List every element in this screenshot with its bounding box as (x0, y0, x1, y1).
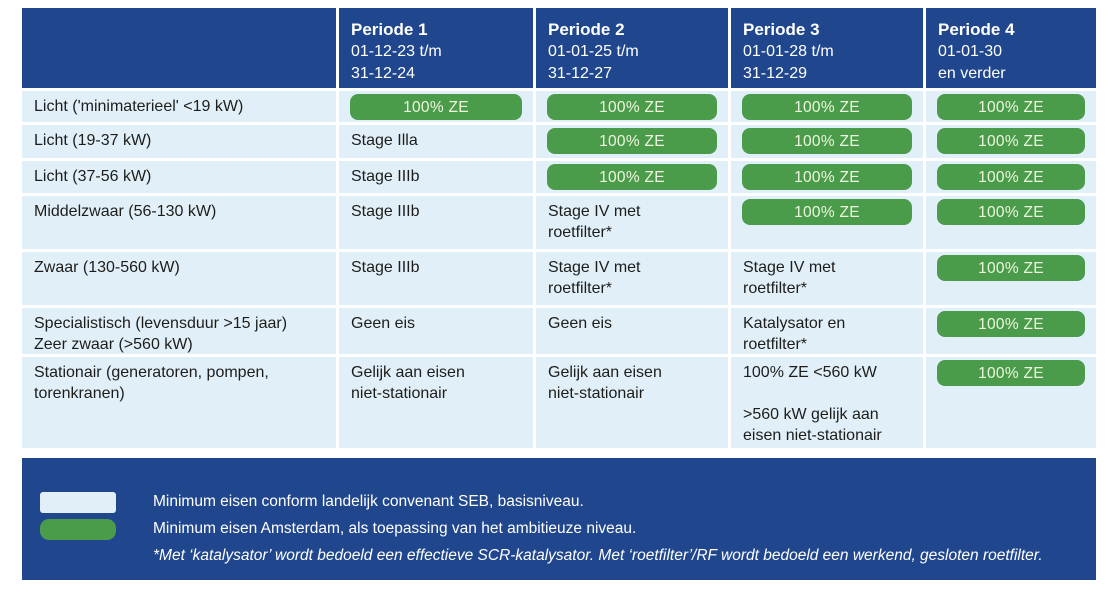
legend-item-basisniveau: Minimum eisen conform landelijk convenan… (40, 491, 1078, 513)
ze-badge: 100% ZE (937, 255, 1085, 281)
cell-r2-p2: 100% ZE (536, 125, 728, 158)
emission-requirements-table: Periode 1 01-12-23 t/m 31-12-24 Periode … (22, 8, 1096, 448)
cell-r2-p4: 100% ZE (926, 125, 1096, 158)
legend-footnote-row: *Met ‘katalysator’ wordt bedoeld een eff… (40, 545, 1078, 567)
ze-badge: 100% ZE (742, 128, 912, 154)
periode-3-title: Periode 3 (743, 20, 820, 39)
legend-item-ambitieniveau: Minimum eisen Amsterdam, als toepassing … (40, 518, 1078, 540)
periode-2-title: Periode 2 (548, 20, 625, 39)
cell-r1-p3: 100% ZE (731, 91, 923, 122)
ze-badge: 100% ZE (742, 199, 912, 225)
cell-r3-p4: 100% ZE (926, 161, 1096, 193)
row-label-licht-minimaterieel: Licht ('minimaterieel' <19 kW) (22, 91, 336, 122)
row-label-licht-19-37: Licht (19-37 kW) (22, 125, 336, 158)
ze-badge: 100% ZE (547, 128, 717, 154)
ambitieniveau-swatch (40, 518, 116, 540)
legend-ambitieniveau-text: Minimum eisen Amsterdam, als toepassing … (153, 520, 637, 537)
cell-r1-p2: 100% ZE (536, 91, 728, 122)
periode-4-title: Periode 4 (938, 20, 1015, 39)
header-periode-3: Periode 3 01-01-28 t/m 31-12-29 (731, 8, 923, 88)
legend-basisniveau-text: Minimum eisen conform landelijk convenan… (153, 493, 584, 510)
ze-badge: 100% ZE (350, 94, 522, 120)
ze-badge: 100% ZE (937, 311, 1085, 337)
cell-r5-p3: Stage IV met roetfilter* (731, 252, 923, 305)
cell-r5-p4: 100% ZE (926, 252, 1096, 305)
cell-r7-p3: 100% ZE <560 kW >560 kW gelijk aan eisen… (731, 357, 923, 448)
ze-badge: 100% ZE (937, 128, 1085, 154)
periode-2-range-end: 31-12-27 (548, 65, 613, 82)
ze-badge: 100% ZE (742, 94, 912, 120)
cell-r4-p1: Stage IIIb (339, 196, 533, 249)
periode-4-range-start: 01-01-30 (938, 43, 1003, 60)
cell-r7-p2: Gelijk aan eisen niet-stationair (536, 357, 728, 448)
ze-badge: 100% ZE (937, 199, 1085, 225)
periode-3-range-start: 01-01-28 t/m (743, 43, 834, 60)
basisniveau-swatch (40, 491, 116, 513)
legend-panel: Minimum eisen conform landelijk convenan… (22, 458, 1096, 580)
row-label-stationair: Stationair (generatoren, pompen, torenkr… (22, 357, 336, 448)
cell-r6-p4: 100% ZE (926, 308, 1096, 354)
cell-r2-p1: Stage Illa (339, 125, 533, 158)
ze-badge: 100% ZE (547, 94, 717, 120)
header-periode-1: Periode 1 01-12-23 t/m 31-12-24 (339, 8, 533, 88)
periode-1-range-end: 31-12-24 (351, 65, 416, 82)
row-label-zwaar: Zwaar (130-560 kW) (22, 252, 336, 305)
cell-r3-p3: 100% ZE (731, 161, 923, 193)
cell-r7-p4: 100% ZE (926, 357, 1096, 448)
periode-2-range-start: 01-01-25 t/m (548, 43, 639, 60)
cell-r5-p2: Stage IV met roetfilter* (536, 252, 728, 305)
ze-badge: 100% ZE (547, 164, 717, 190)
header-periode-4: Periode 4 01-01-30 en verder (926, 8, 1096, 88)
periode-1-title: Periode 1 (351, 20, 428, 39)
cell-r4-p3: 100% ZE (731, 196, 923, 249)
cell-r6-p1: Geen eis (339, 308, 533, 354)
cell-r1-p1: 100% ZE (339, 91, 533, 122)
cell-r6-p3: Katalysator en roetfilter* (731, 308, 923, 354)
cell-r1-p4: 100% ZE (926, 91, 1096, 122)
ze-badge: 100% ZE (937, 94, 1085, 120)
cell-r5-p1: Stage IIIb (339, 252, 533, 305)
cell-r7-p1: Gelijk aan eisen niet-stationair (339, 357, 533, 448)
ze-badge: 100% ZE (742, 164, 912, 190)
cell-r3-p2: 100% ZE (536, 161, 728, 193)
cell-r4-p4: 100% ZE (926, 196, 1096, 249)
header-corner-cell (22, 8, 336, 88)
legend-footnote-text: *Met ‘katalysator’ wordt bedoeld een eff… (153, 547, 1043, 564)
row-label-specialistisch: Specialistisch (levensduur >15 jaar) Zee… (22, 308, 336, 354)
cell-r3-p1: Stage IIIb (339, 161, 533, 193)
ze-badge: 100% ZE (937, 164, 1085, 190)
row-label-middelzwaar: Middelzwaar (56-130 kW) (22, 196, 336, 249)
periode-1-range-start: 01-12-23 t/m (351, 43, 442, 60)
header-periode-2: Periode 2 01-01-25 t/m 31-12-27 (536, 8, 728, 88)
cell-r6-p2: Geen eis (536, 308, 728, 354)
row-label-licht-37-56: Licht (37-56 kW) (22, 161, 336, 193)
periode-3-range-end: 31-12-29 (743, 65, 808, 82)
periode-4-range-end: en verder (938, 65, 1006, 82)
ze-badge: 100% ZE (937, 360, 1085, 386)
cell-r2-p3: 100% ZE (731, 125, 923, 158)
cell-r4-p2: Stage IV met roetfilter* (536, 196, 728, 249)
